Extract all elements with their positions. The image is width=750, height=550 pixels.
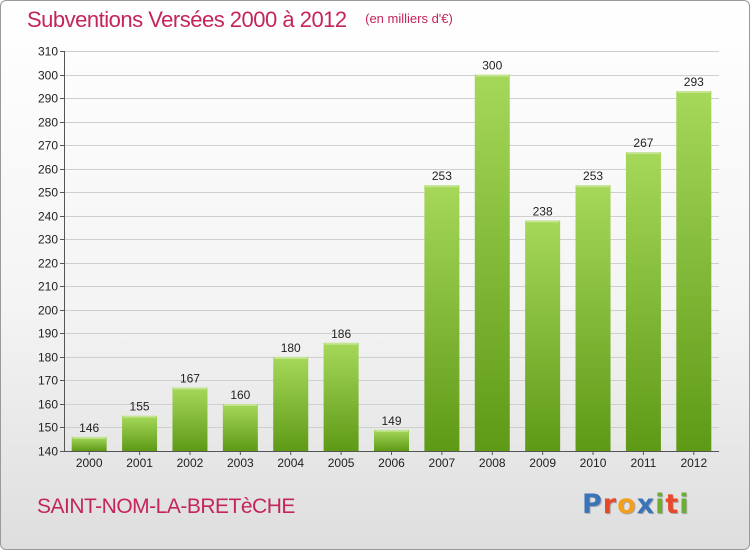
- chart-title: Subventions Versées 2000 à 2012: [27, 7, 347, 32]
- bar: [172, 387, 208, 451]
- y-tick-label: 210: [38, 280, 58, 294]
- bar-highlight: [173, 387, 207, 390]
- data-label: 267: [633, 136, 653, 150]
- data-label: 146: [79, 421, 99, 435]
- x-tick-label: 2012: [680, 456, 707, 470]
- bar-highlight: [475, 74, 509, 77]
- x-tick-label: 2008: [479, 456, 506, 470]
- logo-letter: t: [665, 489, 680, 520]
- bar: [323, 342, 359, 451]
- chart-unit-note: (en milliers d'€): [365, 11, 453, 26]
- x-tick-label: 2010: [580, 456, 607, 470]
- y-tick-label: 280: [38, 116, 58, 130]
- data-label: 167: [180, 371, 200, 385]
- x-tick-label: 2004: [277, 456, 304, 470]
- logo-letter: o: [617, 489, 637, 520]
- bar: [575, 185, 611, 451]
- bar-highlight: [626, 152, 660, 155]
- proxiti-logo[interactable]: Proxiti: [582, 489, 690, 520]
- y-tick-label: 230: [38, 233, 58, 247]
- y-tick-label: 220: [38, 257, 58, 271]
- y-tick-label: 240: [38, 210, 58, 224]
- x-tick-label: 2006: [378, 456, 405, 470]
- y-tick-label: 170: [38, 374, 58, 388]
- x-tick-label: 2011: [631, 456, 657, 470]
- y-tick-label: 180: [38, 351, 58, 365]
- logo-letter: P: [582, 489, 603, 520]
- bar-highlight: [324, 342, 358, 345]
- logo-letter: r: [602, 489, 618, 520]
- labels: 140 150 160 170 180 190 200 210 220 230 240 250 260 2…: [38, 45, 708, 471]
- data-label: 253: [583, 169, 603, 183]
- commune-name: SAINT-NOM-LA-BRETèCHE: [37, 495, 295, 518]
- data-label: 160: [230, 388, 250, 402]
- y-tick-label: 290: [38, 92, 58, 106]
- bar: [273, 356, 309, 451]
- y-tick-label: 300: [38, 69, 58, 83]
- grid-lines: [64, 51, 719, 452]
- y-tick-label: 270: [38, 139, 58, 153]
- x-tick-label: 2007: [429, 456, 456, 470]
- bar-highlight: [576, 185, 610, 188]
- bars: [71, 74, 712, 452]
- bar: [676, 91, 712, 451]
- title-row: Subventions Versées 2000 à 2012 (en mill…: [27, 7, 453, 33]
- y-tick-label: 150: [38, 421, 58, 435]
- bar-highlight: [677, 91, 711, 93]
- data-label: 180: [281, 341, 301, 355]
- axes: [60, 51, 719, 455]
- data-label: 149: [381, 414, 401, 428]
- bar: [222, 403, 258, 451]
- bar-highlight: [274, 356, 308, 359]
- bar-highlight: [123, 415, 157, 418]
- data-label: 186: [331, 327, 351, 341]
- y-tick-label: 160: [38, 398, 58, 412]
- x-tick-label: 2005: [328, 456, 355, 470]
- bar: [122, 415, 158, 451]
- bar: [71, 436, 107, 451]
- x-tick-label: 2001: [126, 456, 153, 470]
- y-tick-label: 260: [38, 163, 58, 177]
- y-tick-label: 250: [38, 186, 58, 200]
- logo-letter: x: [636, 489, 656, 520]
- bar-highlight: [72, 436, 106, 439]
- bar-highlight: [375, 429, 408, 432]
- bar: [424, 185, 460, 451]
- x-tick-label: 2000: [76, 456, 103, 470]
- bar-highlight: [425, 185, 459, 188]
- logo-letter: i: [655, 489, 666, 520]
- data-label: 293: [684, 75, 704, 89]
- x-tick-label: 2002: [177, 456, 204, 470]
- data-label: 238: [533, 204, 553, 218]
- x-tick-label: 2003: [227, 456, 254, 470]
- data-label: 155: [130, 400, 150, 414]
- y-tick-label: 140: [38, 445, 58, 459]
- y-tick-label: 190: [38, 327, 58, 341]
- bar-highlight: [223, 403, 257, 406]
- y-tick-label: 310: [38, 45, 58, 59]
- logo-letter: i: [679, 489, 690, 520]
- bar: [625, 152, 661, 452]
- bar: [374, 429, 409, 451]
- bar: [525, 220, 561, 451]
- data-label: 253: [432, 169, 452, 183]
- bar: [474, 74, 510, 451]
- y-tick-label: 200: [38, 304, 58, 318]
- bar-highlight: [526, 220, 560, 223]
- x-tick-label: 2009: [529, 456, 556, 470]
- data-label: 300: [482, 59, 502, 73]
